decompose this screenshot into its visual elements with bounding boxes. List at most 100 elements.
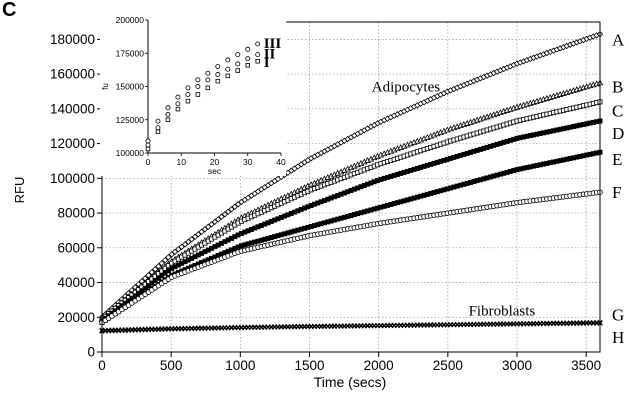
y-tick-label: 140000 bbox=[50, 101, 95, 116]
inset-data-point bbox=[245, 62, 250, 68]
inset-data-point bbox=[255, 41, 261, 47]
inset-data-point bbox=[235, 68, 241, 73]
data-point bbox=[149, 280, 155, 286]
y-tick-label: 180000 bbox=[50, 32, 95, 47]
x-tick-label: 3500 bbox=[571, 358, 601, 373]
inset-data-point bbox=[195, 77, 201, 83]
y-tick-label: 20000 bbox=[57, 310, 95, 325]
data-point bbox=[165, 254, 172, 261]
series-label-H: H bbox=[612, 328, 624, 347]
data-point bbox=[146, 283, 151, 289]
inset-data-point bbox=[235, 61, 241, 67]
inset-data-point bbox=[155, 118, 161, 124]
inset-data-point bbox=[255, 58, 260, 64]
y-tick-label: 160000 bbox=[50, 67, 95, 82]
data-point bbox=[159, 273, 165, 279]
data-point bbox=[228, 206, 235, 213]
series-label-C: C bbox=[612, 102, 623, 121]
inset-y-axis-label: fu bbox=[101, 83, 110, 90]
inset-data-point bbox=[155, 125, 161, 131]
data-point bbox=[158, 260, 165, 267]
series-label-D: D bbox=[612, 124, 624, 143]
series-label-E: E bbox=[612, 150, 622, 169]
data-point bbox=[139, 288, 145, 294]
data-point bbox=[175, 246, 182, 253]
data-point bbox=[181, 241, 189, 248]
x-tick-label: 1000 bbox=[225, 358, 255, 373]
inset-data-point bbox=[245, 56, 251, 62]
annotation-fibroblasts: Fibroblasts bbox=[469, 304, 536, 320]
x-tick-label: 2500 bbox=[433, 358, 463, 373]
data-point bbox=[205, 223, 212, 230]
inset-x-tick-label: 20 bbox=[210, 157, 220, 167]
data-point bbox=[201, 226, 209, 233]
inset-x-tick-label: 0 bbox=[146, 157, 151, 167]
inset-x-tick-label: 10 bbox=[177, 157, 187, 167]
data-point bbox=[195, 231, 202, 238]
series-label-F: F bbox=[612, 183, 621, 202]
annotation-adipocytes: Adipocytes bbox=[372, 79, 440, 95]
data-point bbox=[218, 213, 225, 220]
inset-y-tick-label: 125000 bbox=[116, 115, 145, 125]
inset-data-point bbox=[245, 46, 251, 52]
x-tick-label: 3000 bbox=[502, 358, 532, 373]
data-point bbox=[171, 248, 179, 255]
panel-label: C bbox=[2, 0, 16, 21]
data-point bbox=[165, 263, 171, 269]
x-axis-label: Time (secs) bbox=[314, 374, 387, 390]
inset-data-point bbox=[155, 129, 161, 134]
inset-series-II bbox=[145, 52, 261, 148]
data-point bbox=[188, 236, 195, 243]
y-tick-label: 60000 bbox=[57, 240, 95, 255]
inset-data-point bbox=[205, 70, 211, 76]
inset-data-point bbox=[185, 98, 191, 104]
inset-data-point bbox=[215, 72, 221, 77]
data-point bbox=[221, 211, 229, 218]
y-axis-label: RFU bbox=[12, 177, 27, 204]
inset-y-tick-label: 175000 bbox=[116, 48, 145, 58]
y-tick-label: 40000 bbox=[57, 275, 95, 290]
data-point bbox=[178, 243, 185, 250]
main-tick-labels: 0200004000060000800001000001200001400001… bbox=[50, 32, 601, 373]
y-tick-label: 0 bbox=[87, 345, 95, 360]
data-point bbox=[152, 278, 158, 284]
inset-series-III bbox=[145, 41, 261, 144]
inset-data-point bbox=[195, 84, 201, 89]
inset-data-point bbox=[205, 77, 211, 83]
inset-data-point bbox=[165, 105, 171, 111]
inset-data-point bbox=[205, 85, 211, 91]
inset-x-tick-label: 40 bbox=[276, 157, 286, 167]
inset-data-point bbox=[195, 92, 201, 97]
data-point bbox=[185, 238, 192, 245]
data-point bbox=[231, 203, 238, 210]
data-point bbox=[191, 233, 199, 240]
inset-data-point bbox=[175, 106, 181, 112]
x-tick-label: 2000 bbox=[364, 358, 394, 373]
inset-data-point bbox=[255, 52, 261, 58]
inset-data-point bbox=[215, 78, 221, 84]
series-F bbox=[99, 189, 603, 326]
data-point bbox=[161, 257, 169, 264]
inset-data-point bbox=[145, 138, 151, 144]
data-point bbox=[208, 221, 215, 228]
data-point bbox=[162, 270, 168, 276]
x-tick-label: 1500 bbox=[294, 358, 324, 373]
inset-background bbox=[100, 8, 286, 176]
x-tick-label: 500 bbox=[160, 358, 183, 373]
inset-data-point bbox=[165, 117, 171, 122]
inset-data-point bbox=[175, 101, 181, 107]
series-label-B: B bbox=[612, 77, 623, 96]
data-point bbox=[168, 251, 175, 258]
inset-y-tick-label: 200000 bbox=[116, 15, 145, 25]
inset-data-point bbox=[215, 64, 221, 70]
y-tick-label: 120000 bbox=[50, 136, 95, 151]
inset-series-label-III: III bbox=[264, 36, 282, 52]
inset-data-point bbox=[145, 146, 151, 152]
series-D bbox=[99, 118, 603, 324]
inset-y-tick-label: 150000 bbox=[116, 82, 145, 92]
inset-data-point bbox=[225, 57, 231, 63]
series-label-A: A bbox=[612, 30, 625, 49]
inset-x-tick-label: 30 bbox=[243, 157, 253, 167]
